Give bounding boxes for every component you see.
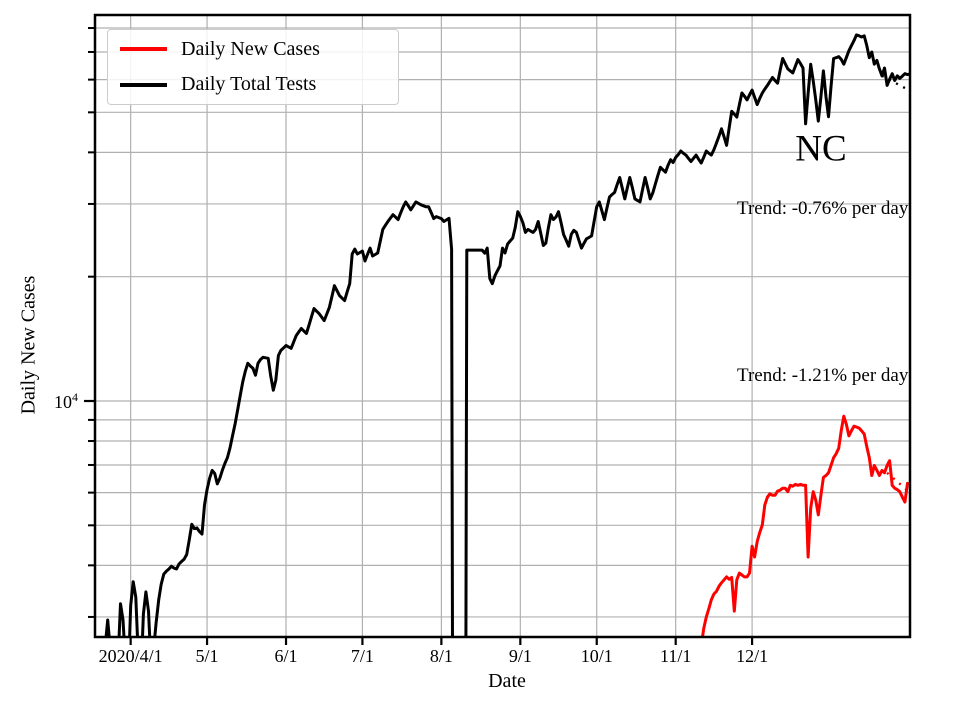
x-tick-label: 7/1 <box>350 646 374 666</box>
legend-label-daily-total-tests: Daily Total Tests <box>181 73 317 96</box>
y-major-tick-label: 104 <box>54 390 78 413</box>
y-tick-base: 10 <box>54 392 72 412</box>
series-line-daily-total-tests <box>104 33 910 637</box>
legend-line-sample-black <box>120 83 167 87</box>
x-tick-label: 5/1 <box>195 646 219 666</box>
legend-line-sample-red <box>120 47 167 51</box>
y-axis-label: Daily New Cases <box>17 275 40 415</box>
state-annotation: NC <box>795 128 847 170</box>
x-tick-label: 6/1 <box>274 646 298 666</box>
x-tick-label: 10/1 <box>580 646 613 666</box>
legend-item-daily-total-tests: Daily Total Tests <box>108 68 398 101</box>
legend-label-daily-new-cases: Daily New Cases <box>181 37 320 60</box>
series-line-daily-new-cases <box>700 414 909 637</box>
x-tick-label: 8/1 <box>429 646 453 666</box>
trend-label-new-cases: Trend: -1.21% per day <box>737 365 909 386</box>
legend-item-daily-new-cases: Daily New Cases <box>108 33 398 66</box>
x-tick-label: 11/1 <box>660 646 692 666</box>
x-tick-label: 2020/4/1 <box>98 646 163 666</box>
legend: Daily New Cases Daily Total Tests <box>107 29 399 105</box>
x-axis-label: Date <box>488 670 526 692</box>
y-tick-exponent: 4 <box>72 390 78 404</box>
trend-label-total-tests: Trend: -0.76% per day <box>737 198 909 219</box>
x-tick-label: 12/1 <box>736 646 769 666</box>
x-tick-label: 9/1 <box>508 646 532 666</box>
axes-frame <box>93 13 912 639</box>
